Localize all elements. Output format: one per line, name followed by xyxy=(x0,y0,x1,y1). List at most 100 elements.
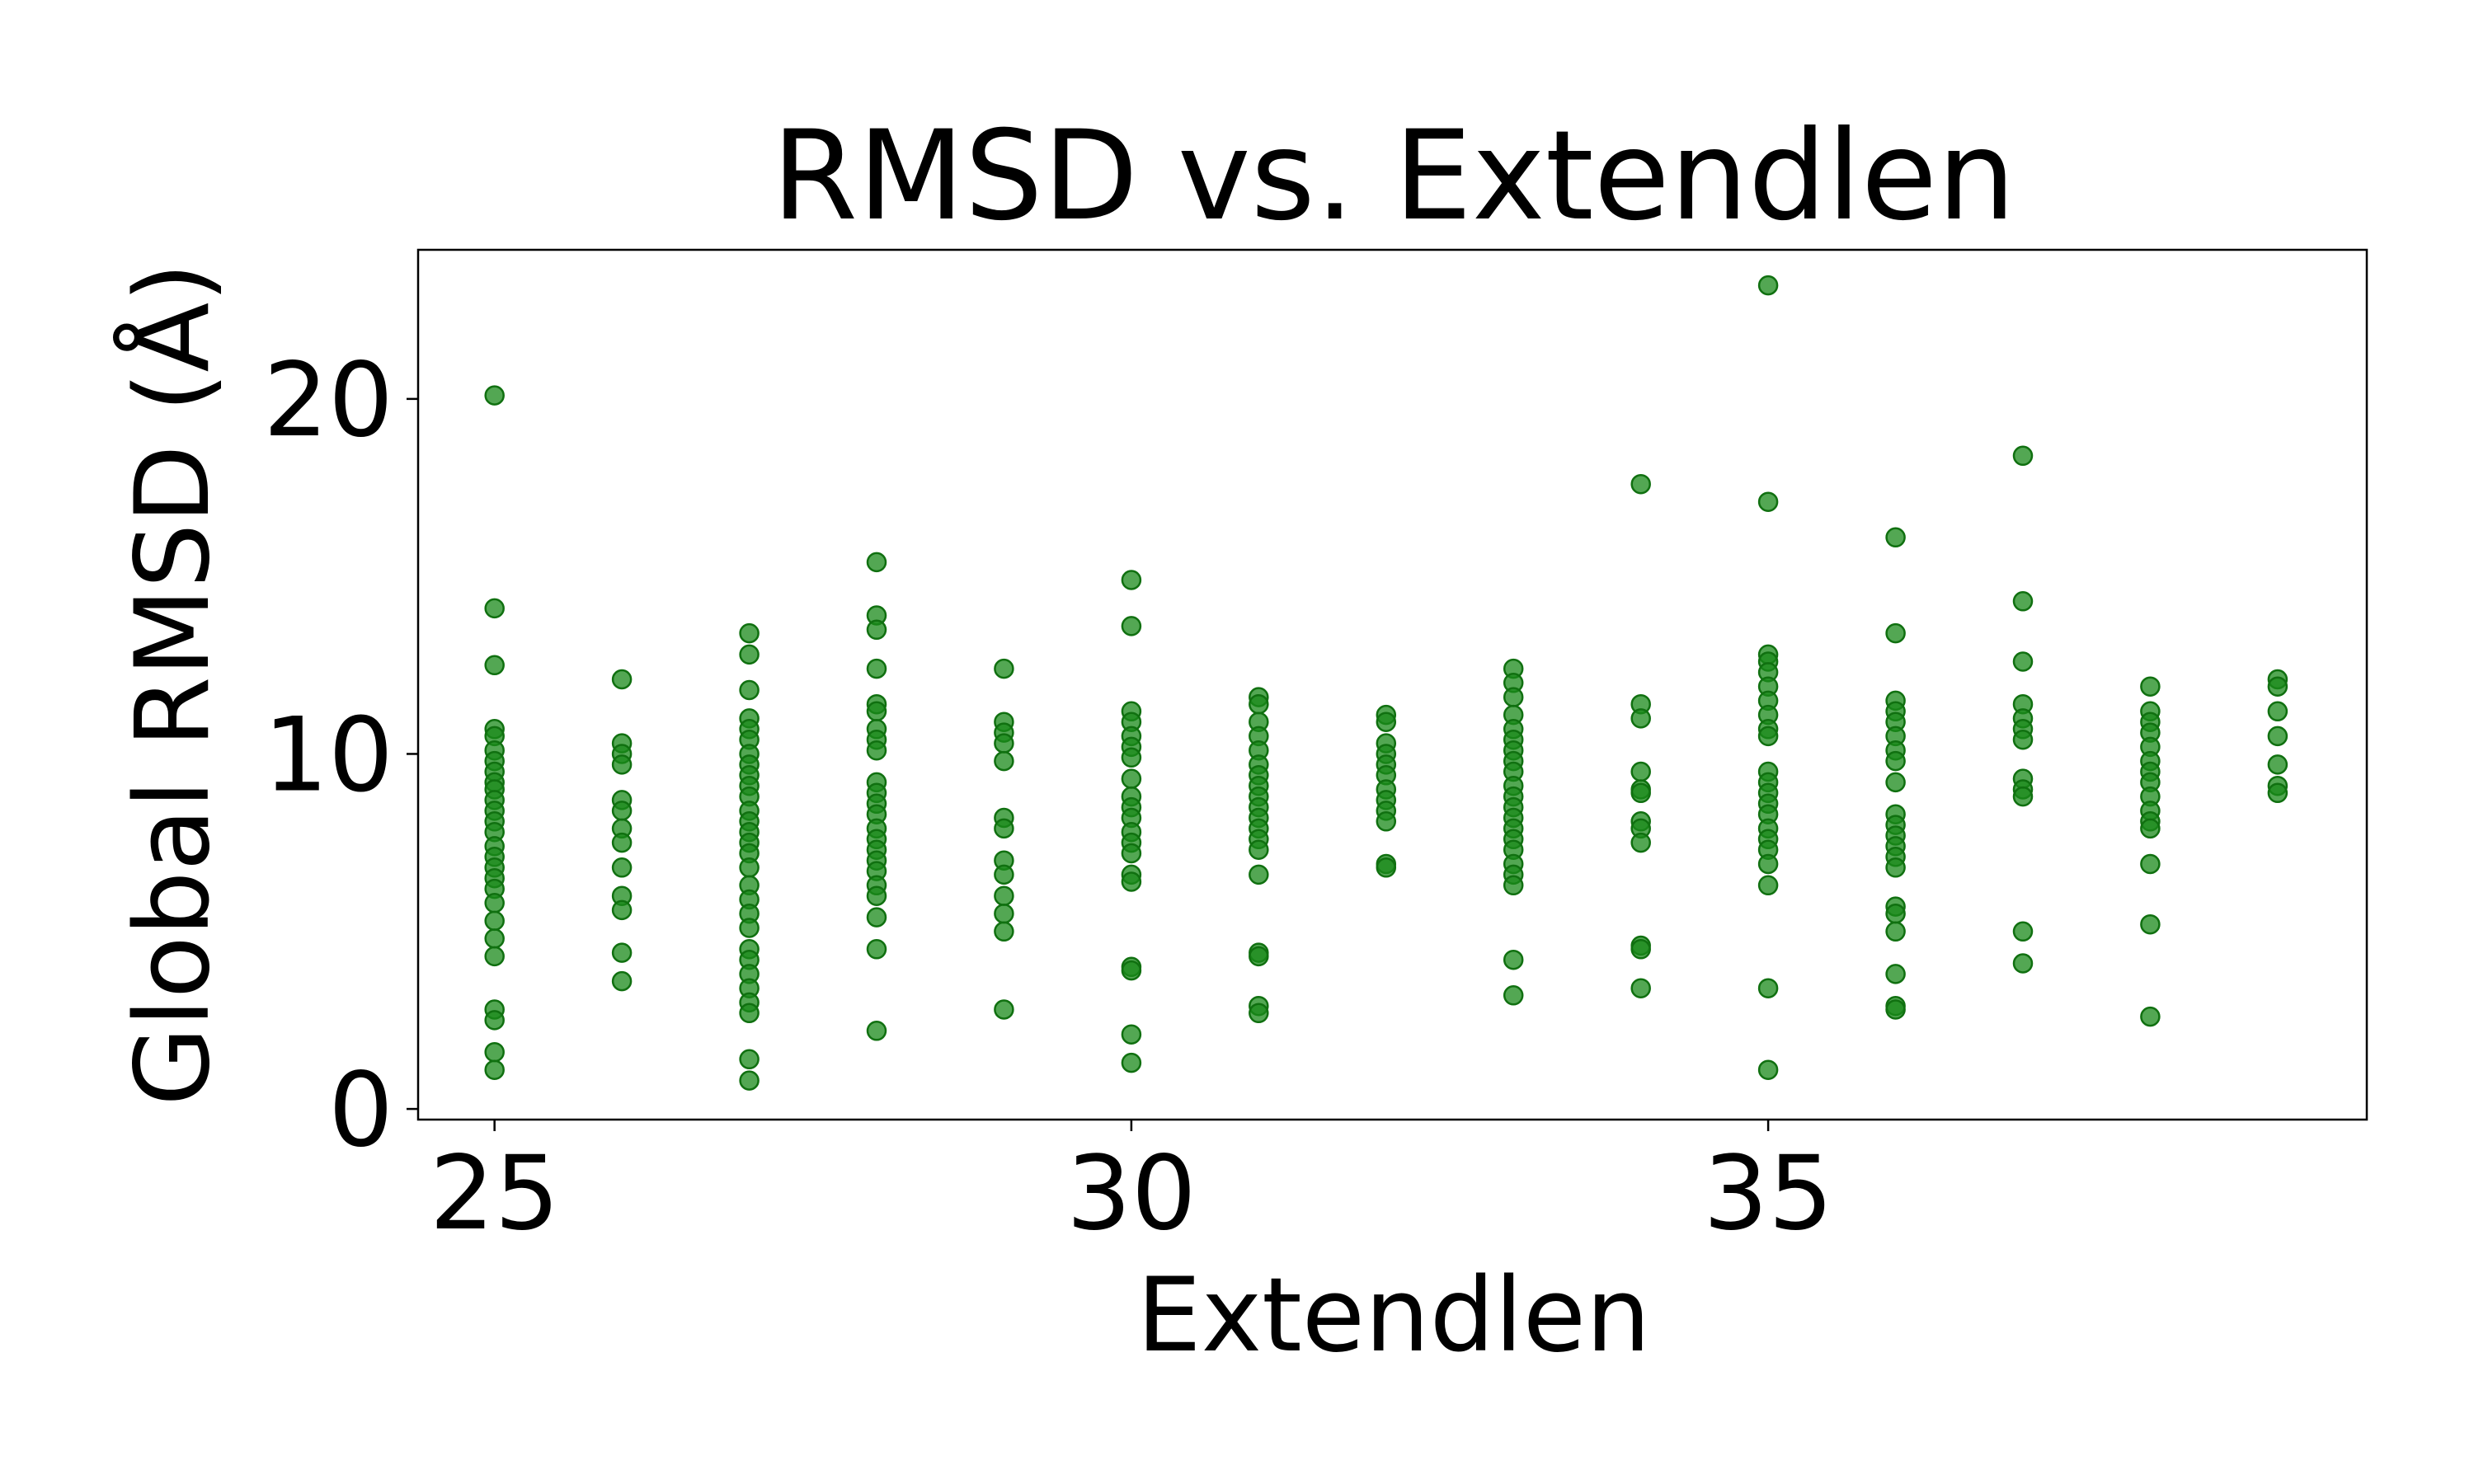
data-point xyxy=(1503,985,1524,1006)
data-point xyxy=(866,701,887,722)
data-point xyxy=(739,644,760,665)
data-point xyxy=(1249,839,1269,860)
data-point xyxy=(866,552,887,573)
data-points xyxy=(484,275,2288,1091)
data-point xyxy=(1630,761,1651,782)
data-point xyxy=(1885,999,1906,1020)
data-point xyxy=(611,832,633,853)
data-point xyxy=(484,1059,505,1080)
data-point xyxy=(994,885,1014,906)
data-point xyxy=(2140,913,2161,935)
x-tick-label: 25 xyxy=(430,1134,560,1253)
data-point xyxy=(1376,711,1397,732)
data-point xyxy=(2267,726,2288,747)
data-point xyxy=(611,970,633,992)
data-point xyxy=(1249,1003,1269,1024)
data-point xyxy=(739,1003,760,1024)
data-point xyxy=(1885,903,1906,924)
data-point xyxy=(1121,768,1142,789)
data-point xyxy=(866,885,887,906)
data-point xyxy=(866,740,887,761)
data-point xyxy=(1121,616,1142,636)
x-tick-label: 35 xyxy=(1703,1134,1833,1253)
data-point xyxy=(611,801,633,821)
data-point xyxy=(1885,964,1906,984)
data-point xyxy=(1121,747,1142,768)
data-point xyxy=(2267,782,2288,804)
data-point xyxy=(611,857,633,878)
data-point xyxy=(1121,570,1142,590)
data-point xyxy=(994,903,1014,924)
data-point xyxy=(1757,853,1779,875)
data-point xyxy=(1885,772,1906,793)
data-point xyxy=(2267,701,2288,722)
data-point xyxy=(994,864,1014,885)
data-point xyxy=(1630,978,1651,998)
data-point xyxy=(611,754,633,775)
data-point xyxy=(1121,960,1142,981)
data-point xyxy=(739,1049,760,1070)
x-axis-label: Extendlen xyxy=(1136,1256,1650,1375)
data-point xyxy=(739,622,760,644)
y-tick-label: 10 xyxy=(263,696,393,815)
data-point xyxy=(994,733,1014,754)
data-point xyxy=(1376,857,1397,878)
data-point xyxy=(994,818,1014,839)
data-point xyxy=(1757,275,1779,296)
data-point xyxy=(994,658,1014,679)
data-point xyxy=(2140,853,2161,875)
data-point xyxy=(866,658,887,679)
data-point xyxy=(1757,1059,1779,1080)
data-point xyxy=(2140,1006,2161,1027)
data-point xyxy=(484,893,505,913)
data-point xyxy=(2012,921,2034,942)
data-point xyxy=(1249,946,1269,967)
data-point xyxy=(2267,754,2288,775)
data-point xyxy=(2012,729,2034,750)
data-point xyxy=(1885,527,1906,548)
data-point xyxy=(1757,726,1779,747)
data-point xyxy=(739,1070,760,1091)
data-point xyxy=(994,750,1014,772)
data-point xyxy=(739,918,760,938)
y-axis-label: Global RMSD (Å) xyxy=(112,262,233,1106)
data-point xyxy=(994,921,1014,942)
data-point xyxy=(484,946,505,967)
data-point xyxy=(2267,676,2288,697)
data-point xyxy=(1376,811,1397,832)
data-point xyxy=(1121,843,1142,864)
data-point xyxy=(1121,1052,1142,1073)
data-point xyxy=(611,942,633,963)
data-point xyxy=(2012,953,2034,974)
data-point xyxy=(2012,651,2034,672)
data-point xyxy=(1630,832,1651,853)
data-point xyxy=(739,857,760,878)
data-point xyxy=(1630,473,1651,495)
x-axis-ticks: 25 30 35 xyxy=(430,1120,1833,1253)
data-point xyxy=(2140,676,2161,697)
data-point xyxy=(866,907,887,928)
data-point xyxy=(1757,978,1779,998)
data-point xyxy=(484,655,505,676)
y-tick-label: 20 xyxy=(263,341,393,460)
data-point xyxy=(866,939,887,960)
data-point xyxy=(1757,875,1779,896)
data-point xyxy=(1630,939,1651,960)
data-point xyxy=(1885,750,1906,772)
data-point xyxy=(2012,445,2034,467)
data-point xyxy=(611,669,633,690)
data-point xyxy=(2140,818,2161,839)
chart-title: RMSD vs. Extendlen xyxy=(772,105,2015,248)
y-axis-ticks: 0 10 20 xyxy=(263,341,418,1170)
data-point xyxy=(2012,786,2034,807)
data-point xyxy=(1503,949,1524,970)
data-point xyxy=(1121,1024,1142,1045)
data-point xyxy=(866,619,887,641)
data-point xyxy=(484,1010,505,1031)
data-point xyxy=(866,1021,887,1041)
data-point xyxy=(484,928,505,949)
y-tick-label: 0 xyxy=(328,1051,393,1170)
data-point xyxy=(1121,871,1142,892)
data-point xyxy=(484,598,505,619)
